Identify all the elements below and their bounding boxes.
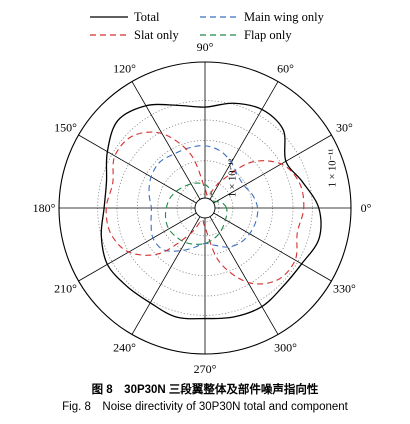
angle-spoke xyxy=(209,81,279,200)
angle-tick-label: 270° xyxy=(194,362,217,376)
angle-tick-labels: 0° 30° 60° 90° 120° 150° 180° 210° 240° 270° 300° 3… xyxy=(33,40,372,376)
legend: Total Slat only Main wing only Flap only xyxy=(90,10,325,42)
angle-tick-label: 180° xyxy=(33,201,56,215)
angle-spoke xyxy=(78,212,197,282)
radial-tick-labels: 1 × 10⁻¹¹ 1 × 10⁻¹² xyxy=(228,149,339,198)
angle-tick-label: 300° xyxy=(274,340,297,354)
series-layer xyxy=(100,102,322,320)
legend-label: Total xyxy=(134,10,160,24)
center-circle xyxy=(194,197,216,219)
radial-tick-label: 1 × 10⁻¹² xyxy=(228,159,239,198)
angle-tick-label: 90° xyxy=(197,40,214,54)
angle-tick-label: 30° xyxy=(336,121,353,135)
series-line-total xyxy=(100,102,322,320)
center-hub xyxy=(194,197,216,219)
series-line-flap-only xyxy=(164,182,228,245)
series-line-main-wing-only xyxy=(148,145,259,252)
legend-label: Slat only xyxy=(134,28,180,42)
legend-label: Flap only xyxy=(244,28,292,42)
angle-spoke xyxy=(131,81,201,200)
angle-tick-label: 240° xyxy=(113,340,136,354)
figure-caption-chinese: 图 8 30P30N 三段翼整体及部件噪声指向性 xyxy=(91,384,319,396)
angle-spoke xyxy=(78,134,197,204)
radial-tick-label: 1 × 10⁻¹¹ xyxy=(328,149,339,188)
angular-grid-spokes xyxy=(59,62,351,354)
angle-tick-label: 210° xyxy=(54,282,77,296)
legend-label: Main wing only xyxy=(244,10,325,24)
angle-tick-label: 330° xyxy=(333,282,356,296)
angle-spoke xyxy=(209,216,279,335)
angle-tick-label: 120° xyxy=(113,62,136,76)
series-line-slat-only xyxy=(105,131,305,285)
angle-tick-label: 60° xyxy=(277,62,294,76)
angle-spoke xyxy=(213,134,332,204)
angle-tick-label: 0° xyxy=(361,201,372,215)
polar-chart: 0° 30° 60° 90° 120° 150° 180° 210° 240° 270° 300° 3… xyxy=(33,10,372,376)
angle-spoke xyxy=(131,216,201,335)
figure-caption-english: Fig. 8 Noise directivity of 30P30N total… xyxy=(62,401,348,413)
angle-tick-label: 150° xyxy=(54,121,77,135)
angle-spoke xyxy=(213,212,332,282)
